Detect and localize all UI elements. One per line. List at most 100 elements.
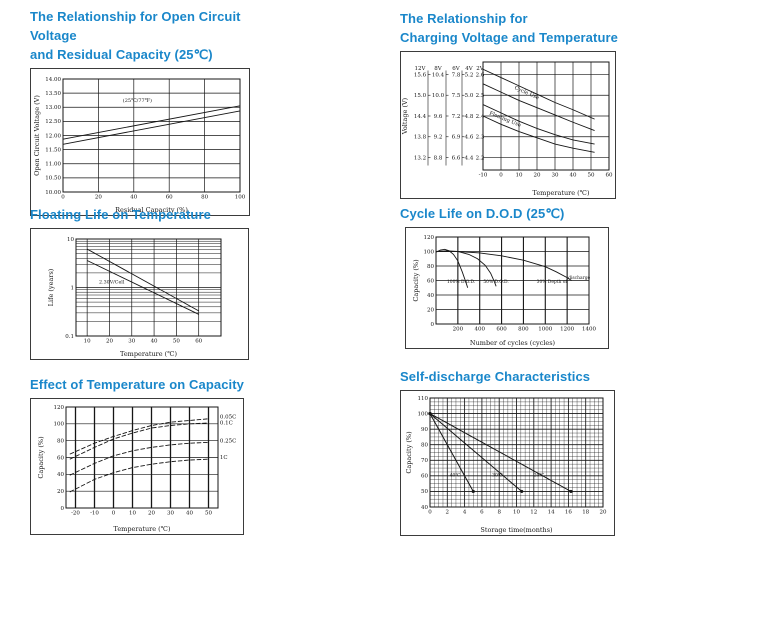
svg-text:7.2: 7.2 bbox=[452, 113, 461, 119]
svg-text:20: 20 bbox=[427, 307, 434, 313]
svg-text:9.6: 9.6 bbox=[434, 113, 443, 119]
svg-text:4.8: 4.8 bbox=[465, 113, 474, 119]
svg-text:7.8: 7.8 bbox=[452, 72, 461, 78]
svg-text:14.4: 14.4 bbox=[414, 113, 427, 119]
svg-text:12: 12 bbox=[530, 509, 537, 515]
svg-text:120: 120 bbox=[54, 405, 65, 411]
svg-text:0: 0 bbox=[61, 506, 65, 512]
svg-text:200: 200 bbox=[453, 326, 464, 332]
svg-text:10: 10 bbox=[513, 509, 520, 515]
svg-text:0: 0 bbox=[499, 172, 503, 178]
svg-text:40℃: 40℃ bbox=[450, 472, 461, 478]
svg-text:40: 40 bbox=[186, 510, 193, 516]
chart-title-temperature-capacity: Effect of Temperature on Capacity bbox=[30, 377, 244, 392]
svg-text:12.50: 12.50 bbox=[45, 119, 61, 125]
svg-text:0.05C: 0.05C bbox=[220, 414, 236, 420]
svg-text:10: 10 bbox=[67, 237, 74, 243]
svg-text:80: 80 bbox=[57, 438, 64, 444]
svg-text:10.00: 10.00 bbox=[45, 189, 61, 195]
svg-text:40: 40 bbox=[57, 472, 64, 478]
svg-text:-10: -10 bbox=[90, 510, 99, 516]
svg-text:10: 10 bbox=[516, 172, 523, 178]
svg-text:50: 50 bbox=[421, 489, 428, 495]
svg-text:1400: 1400 bbox=[582, 326, 596, 332]
svg-text:20: 20 bbox=[148, 510, 155, 516]
svg-text:0.1: 0.1 bbox=[65, 334, 74, 340]
svg-text:discharge: discharge bbox=[568, 276, 590, 281]
svg-text:100: 100 bbox=[235, 194, 246, 200]
svg-text:6: 6 bbox=[480, 509, 484, 515]
svg-text:60: 60 bbox=[166, 194, 173, 200]
svg-text:20: 20 bbox=[534, 172, 541, 178]
svg-text:2.4: 2.4 bbox=[476, 113, 485, 119]
svg-text:1000: 1000 bbox=[538, 326, 552, 332]
svg-text:2.2: 2.2 bbox=[476, 155, 485, 161]
svg-text:0: 0 bbox=[428, 509, 432, 515]
svg-text:4.4: 4.4 bbox=[465, 155, 474, 161]
svg-text:15.0: 15.0 bbox=[414, 93, 427, 99]
svg-text:6.6: 6.6 bbox=[452, 155, 461, 161]
svg-text:7.5: 7.5 bbox=[452, 93, 461, 99]
svg-text:Voltage (V): Voltage (V) bbox=[401, 97, 409, 135]
svg-text:30: 30 bbox=[552, 172, 559, 178]
chart-frame: 0 2 4 6 8 10 12 14 16 18 20 40 50 60 70 80 90 100 110 40℃ 30… bbox=[400, 389, 615, 536]
svg-text:5.0: 5.0 bbox=[465, 93, 474, 99]
svg-text:100: 100 bbox=[54, 421, 65, 427]
svg-text:10.4: 10.4 bbox=[432, 72, 445, 78]
svg-text:40: 40 bbox=[427, 293, 434, 299]
svg-text:80: 80 bbox=[421, 442, 428, 448]
svg-text:50% D.O.D.: 50% D.O.D. bbox=[483, 280, 508, 285]
svg-text:10.0: 10.0 bbox=[432, 93, 445, 99]
svg-text:2.5: 2.5 bbox=[476, 93, 485, 99]
chart-panel-cycle-life-dod: Cycle Life on D.O.D (25℃) 200 400 600 800 10… bbox=[400, 205, 640, 354]
cycle-life-dod-chart: 200 400 600 800 1000 1200 1400 0 20 40 60 80 100 120 1… bbox=[412, 235, 596, 347]
svg-text:50: 50 bbox=[205, 510, 212, 516]
svg-text:8V: 8V bbox=[434, 66, 442, 72]
svg-text:16: 16 bbox=[565, 509, 572, 515]
chart-panel-open-circuit-voltage: The Relationship for Open Circuit Voltag… bbox=[30, 8, 270, 221]
svg-text:5.2: 5.2 bbox=[465, 72, 474, 78]
svg-text:1C: 1C bbox=[220, 455, 228, 461]
svg-text:10: 10 bbox=[129, 510, 136, 516]
svg-text:Capacity (%): Capacity (%) bbox=[412, 259, 420, 302]
svg-text:20: 20 bbox=[600, 509, 607, 515]
svg-text:-20: -20 bbox=[71, 510, 80, 516]
svg-text:4V: 4V bbox=[465, 66, 473, 72]
svg-text:13.50: 13.50 bbox=[45, 90, 61, 96]
svg-text:40: 40 bbox=[130, 194, 137, 200]
svg-text:40: 40 bbox=[570, 172, 577, 178]
svg-text:2: 2 bbox=[446, 509, 450, 515]
svg-text:Capacity (%): Capacity (%) bbox=[405, 431, 413, 474]
svg-text:1: 1 bbox=[71, 285, 75, 291]
svg-text:10: 10 bbox=[84, 338, 91, 344]
svg-text:40: 40 bbox=[151, 338, 158, 344]
chart-frame: -20 -10 0 10 20 30 40 50 0 20 40 60 80 100 120 0.05C 0.1… bbox=[30, 397, 244, 535]
self-discharge-chart: 0 2 4 6 8 10 12 14 16 18 20 40 50 60 70 80 90 100 110 40℃ 30… bbox=[405, 396, 607, 534]
svg-text:90: 90 bbox=[421, 427, 428, 433]
svg-text:20℃: 20℃ bbox=[534, 472, 545, 478]
svg-text:110: 110 bbox=[418, 396, 429, 402]
svg-text:6.9: 6.9 bbox=[452, 134, 461, 140]
svg-text:100: 100 bbox=[424, 249, 435, 255]
svg-text:400: 400 bbox=[474, 326, 485, 332]
svg-text:6V: 6V bbox=[452, 66, 460, 72]
svg-text:Residual Capacity (%): Residual Capacity (%) bbox=[115, 206, 188, 214]
svg-text:30% Depth of: 30% Depth of bbox=[537, 280, 568, 285]
svg-text:0.25C: 0.25C bbox=[220, 438, 236, 444]
svg-text:11.00: 11.00 bbox=[45, 161, 61, 167]
svg-text:0: 0 bbox=[431, 322, 435, 328]
svg-text:40: 40 bbox=[421, 505, 428, 511]
svg-text:20: 20 bbox=[57, 489, 64, 495]
chart-panel-temperature-capacity: Effect of Temperature on Capacity -20 -10… bbox=[30, 376, 270, 540]
svg-text:12.00: 12.00 bbox=[45, 133, 61, 139]
chart-title-floating-life: Floating Life on Temperature bbox=[30, 207, 211, 222]
svg-text:20: 20 bbox=[95, 194, 102, 200]
chart-frame: 10 20 30 40 50 60 10 1 0.1 2.30V/Cell Temperature … bbox=[30, 227, 249, 360]
svg-text:0: 0 bbox=[112, 510, 116, 516]
svg-text:0.1C: 0.1C bbox=[220, 421, 233, 427]
svg-text:60: 60 bbox=[421, 474, 428, 480]
chart-title-self-discharge: Self-discharge Characteristics bbox=[400, 369, 591, 384]
svg-text:80: 80 bbox=[201, 194, 208, 200]
svg-text:Cycle Use: Cycle Use bbox=[513, 85, 539, 101]
open-circuit-voltage-chart: 0 20 40 60 80 100 14.00 13.50 13.00 12.50 12.00 11.… bbox=[33, 76, 246, 214]
